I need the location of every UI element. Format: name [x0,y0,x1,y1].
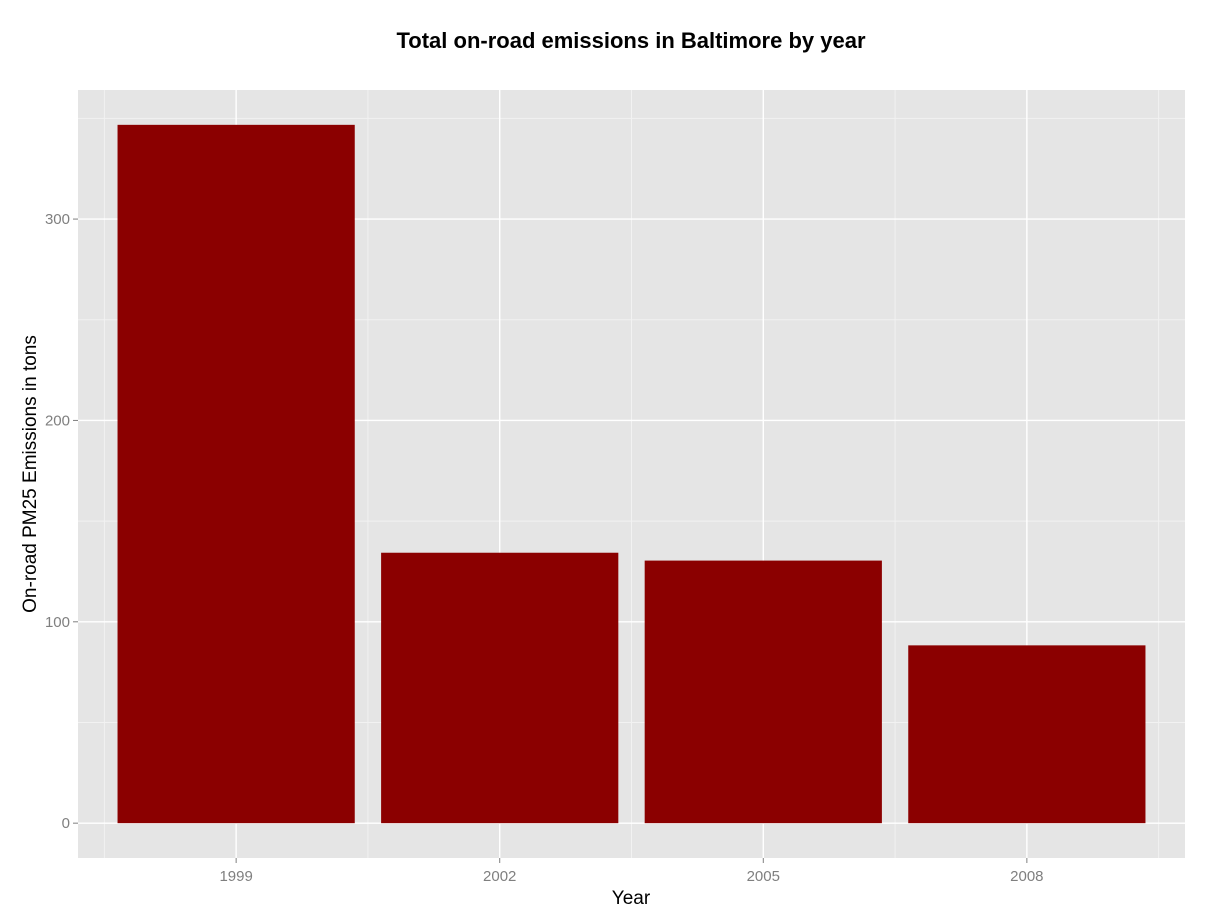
x-tick-label: 2008 [1010,868,1043,885]
x-tick-labels: 1999 2002 2005 2008 [219,858,1044,885]
y-tick-label: 0 [62,815,70,832]
y-tick-labels: 0 100 200 300 [45,211,78,832]
y-tick-label: 300 [45,211,70,228]
y-tick-label: 200 [45,412,70,429]
x-axis-title: Year [612,888,651,909]
chart-title: Total on-road emissions in Baltimore by … [396,28,865,53]
y-tick-label: 100 [45,614,70,631]
bar-2005 [644,560,882,824]
x-tick-label: 1999 [219,868,252,885]
bars-layer [117,124,1146,824]
x-tick-label: 2005 [747,868,780,885]
bar-2002 [381,552,619,824]
y-axis-title: On-road PM25 Emissions in tons [20,335,41,613]
bar-1999 [117,124,355,824]
bar-2008 [908,645,1146,824]
x-tick-label: 2002 [483,868,516,885]
